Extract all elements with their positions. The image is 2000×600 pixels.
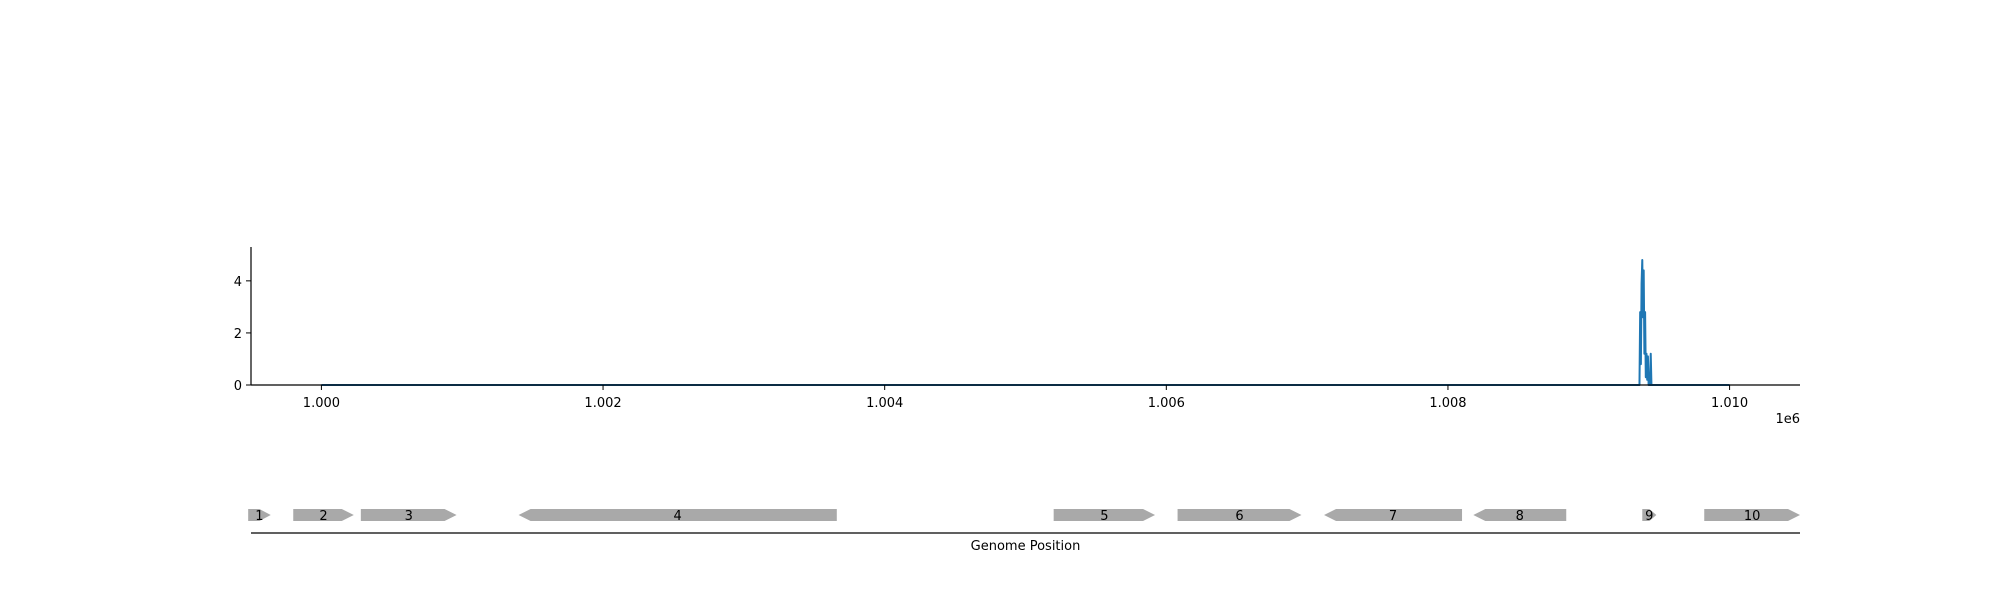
gene-arrow (293, 509, 354, 521)
gene-label: 2 (319, 509, 327, 524)
x-ticks: 1.000 1.002 1.004 1.006 1.008 1.010 (303, 385, 1748, 411)
gene-track: 1 2 3 4 5 6 7 8 9 10 Genome Position (248, 509, 1800, 554)
x-tick-label: 1.010 (1711, 396, 1748, 411)
gene-arrow (1642, 509, 1657, 521)
gene-arrow (1473, 509, 1567, 521)
genome-position-label: Genome Position (971, 539, 1081, 554)
y-tick-label: 0 (234, 379, 242, 394)
coverage-line (321, 259, 1730, 386)
gene-label: 8 (1516, 509, 1524, 524)
gene-arrows: 1 2 3 4 5 6 7 8 9 10 (248, 509, 1800, 524)
gene-label: 10 (1744, 509, 1761, 524)
gene-label: 4 (674, 509, 682, 524)
y-tick-label: 4 (234, 275, 242, 290)
gene-arrow (1704, 509, 1800, 521)
y-tick-label: 2 (234, 327, 242, 342)
gene-label: 9 (1645, 509, 1653, 524)
x-tick-label: 1.002 (584, 396, 621, 411)
x-tick-label: 1.008 (1429, 396, 1466, 411)
coverage-series (321, 259, 1730, 386)
coverage-plot: 0 2 4 1.000 1.002 1.004 1.006 1.008 1.010 1e6 (234, 247, 1800, 427)
x-offset-label: 1e6 (1775, 412, 1800, 427)
x-tick-label: 1.004 (866, 396, 903, 411)
gene-label: 1 (255, 509, 263, 524)
gene-arrow (1053, 509, 1156, 521)
gene-label: 6 (1235, 509, 1243, 524)
gene-arrow (518, 509, 837, 521)
gene-arrow (1177, 509, 1302, 521)
gene-arrow (1324, 509, 1463, 521)
gene-arrow (248, 509, 271, 521)
gene-label: 5 (1100, 509, 1108, 524)
x-tick-label: 1.000 (303, 396, 340, 411)
gene-label: 7 (1389, 509, 1397, 524)
gene-label: 3 (405, 509, 413, 524)
y-ticks: 0 2 4 (234, 275, 251, 394)
gene-arrow (360, 509, 457, 521)
x-tick-label: 1.006 (1148, 396, 1185, 411)
